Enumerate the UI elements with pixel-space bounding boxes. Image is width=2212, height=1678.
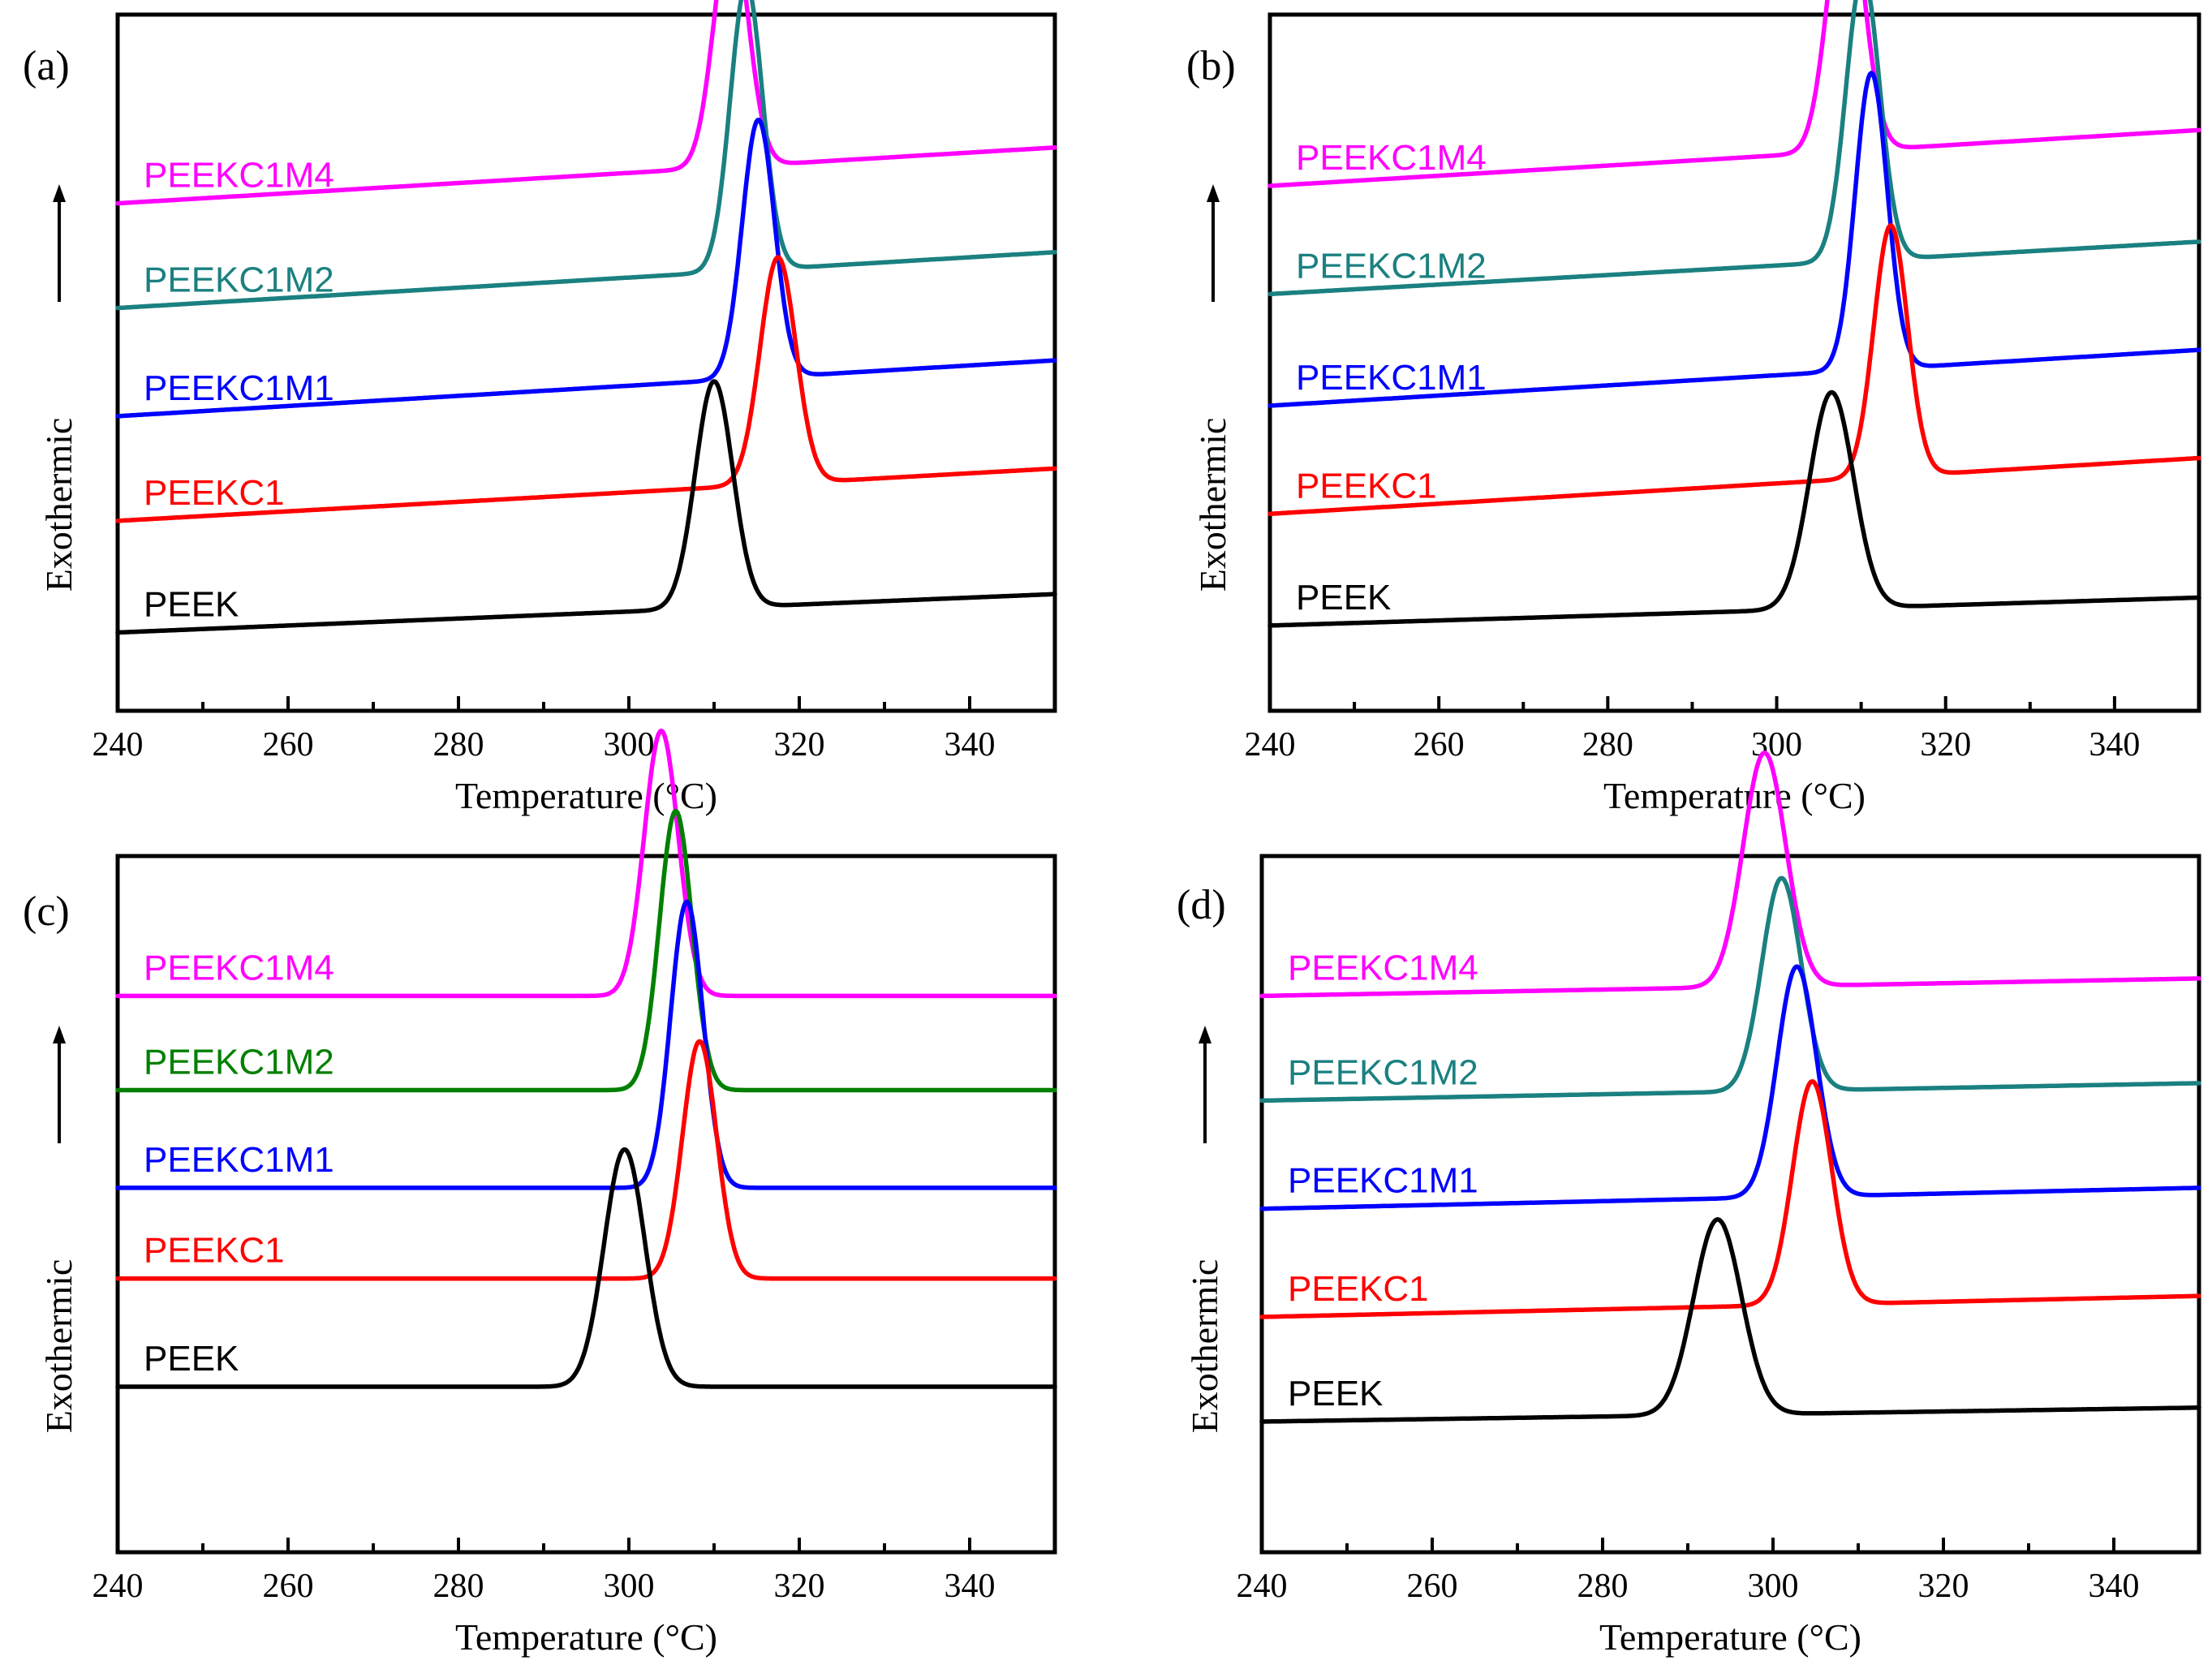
x-tick-label: 300: [1748, 1568, 1799, 1605]
series-line-peekc1: [1259, 1078, 2201, 1319]
series-line-peekc1m1: [1259, 964, 2201, 1211]
series-label-peekc1m2: PEEKC1M2: [1296, 246, 1487, 286]
x-tick-label: 340: [2089, 726, 2140, 764]
x-tick-label: 300: [604, 726, 655, 764]
series-label-peekc1m2: PEEKC1M2: [144, 260, 334, 300]
series-label-peekc1m1: PEEKC1M1: [144, 368, 334, 408]
series-label-peekc1: PEEKC1: [1288, 1269, 1429, 1309]
x-tick-label: 340: [945, 726, 996, 764]
panel-label: (a): [23, 43, 70, 89]
panel-label: (d): [1177, 882, 1226, 928]
series-label-peekc1m2: PEEKC1M2: [1288, 1052, 1478, 1092]
x-tick-label: 240: [93, 1568, 144, 1605]
x-tick-label: 260: [1407, 1568, 1458, 1605]
x-tick-label: 280: [1577, 1568, 1629, 1605]
series-label-peekc1m4: PEEKC1M4: [1288, 948, 1478, 987]
panel-label: (b): [1186, 43, 1236, 89]
up-arrow-icon: [1207, 184, 1220, 202]
x-tick-label: 320: [1920, 726, 1971, 764]
axes-frame: [1267, 12, 2201, 713]
x-tick-label: 240: [1245, 726, 1296, 764]
x-tick-label: 260: [263, 726, 314, 764]
panel-c: 240 260 280 300 320 340 Temperature (°C) Exothe…: [23, 728, 1057, 1658]
series-label-peek: PEEK: [144, 585, 239, 625]
series-label-peekc1m1: PEEKC1M1: [1296, 358, 1487, 398]
series-label-peekc1m1: PEEKC1M1: [1288, 1161, 1478, 1201]
x-tick-label: 320: [1918, 1568, 1969, 1605]
series-label-peekc1m4: PEEKC1M4: [144, 948, 334, 987]
x-tick-label: 260: [1414, 726, 1465, 764]
series-line-peekc1m4: [115, 0, 1057, 206]
series-line-peekc1m2: [1267, 0, 2201, 297]
series-line-peekc1m4: [115, 728, 1057, 999]
x-tick-label: 260: [263, 1568, 314, 1605]
series-line-peekc1m1: [115, 118, 1057, 419]
series-line-peekc1m2: [115, 0, 1057, 311]
panel-label: (c): [23, 888, 70, 935]
x-tick-label: 320: [774, 1568, 825, 1605]
panel-d: 240 260 280 300 320 340 Temperature (°C) Exothe…: [1177, 751, 2201, 1658]
series-line-peek: [1267, 389, 2201, 628]
series-label-peek: PEEK: [1288, 1374, 1383, 1413]
series-label-peekc1: PEEKC1: [144, 1231, 285, 1271]
series-line-peek: [1259, 1217, 2201, 1424]
series-label-peek: PEEK: [144, 1339, 239, 1379]
y-axis-title: Exothermic: [1192, 418, 1233, 592]
x-tick-label: 240: [93, 726, 144, 764]
x-tick-label: 240: [1237, 1568, 1288, 1605]
series-line-peek: [115, 379, 1057, 635]
series-line-peekc1: [115, 1039, 1057, 1281]
series-line-peekc1m1: [1267, 71, 2201, 408]
x-axis-title: Temperature (°C): [455, 1616, 717, 1658]
series-label-peekc1m4: PEEKC1M4: [1296, 138, 1487, 178]
x-tick-label: 280: [1582, 726, 1633, 764]
series-label-peekc1: PEEKC1: [144, 473, 285, 513]
series-label-peekc1m1: PEEKC1M1: [144, 1140, 334, 1180]
y-axis-title: Exothermic: [38, 1259, 80, 1434]
series-line-peekc1m2: [115, 808, 1057, 1093]
series-line-peekc1m2: [1259, 876, 2201, 1104]
x-tick-label: 340: [945, 1568, 996, 1605]
series-line-peekc1: [1267, 223, 2201, 517]
x-axis-title: Temperature (°C): [1599, 1616, 1861, 1658]
up-arrow-icon: [53, 184, 66, 202]
up-arrow-icon: [53, 1026, 66, 1043]
up-arrow-icon: [1199, 1026, 1211, 1043]
series-label-peekc1m2: PEEKC1M2: [144, 1043, 334, 1082]
series-label-peek: PEEK: [1296, 578, 1391, 617]
x-tick-label: 300: [604, 1568, 655, 1605]
x-tick-label: 280: [433, 1568, 484, 1605]
series-label-peekc1: PEEKC1: [1296, 466, 1437, 506]
series-line-peekc1: [115, 255, 1057, 523]
axes-frame: [115, 854, 1057, 1555]
x-tick-label: 320: [774, 726, 825, 764]
series-line-peekc1m1: [115, 899, 1057, 1190]
x-axis-title: Temperature (°C): [1603, 775, 1866, 816]
series-label-peekc1m4: PEEKC1M4: [144, 156, 334, 196]
axes-frame: [115, 12, 1057, 713]
series-line-peekc1m4: [1259, 751, 2201, 999]
x-tick-label: 340: [2089, 1568, 2140, 1605]
y-axis-title: Exothermic: [38, 418, 80, 592]
series-line-peek: [115, 1147, 1057, 1389]
x-tick-label: 280: [433, 726, 484, 764]
y-axis-title: Exothermic: [1184, 1259, 1225, 1434]
series-line-peekc1m4: [1267, 0, 2201, 188]
axes-frame: [1259, 854, 2201, 1555]
